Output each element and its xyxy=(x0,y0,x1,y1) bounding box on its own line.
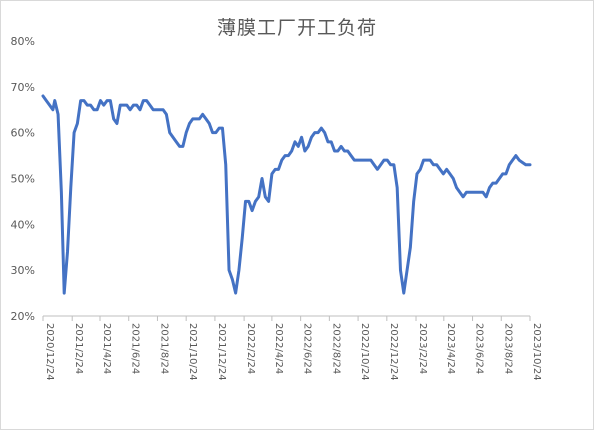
x-tick-label: 2021/4/24 xyxy=(101,323,112,374)
x-tick-label: 2021/6/24 xyxy=(130,323,141,374)
x-tick-label: 2022/8/24 xyxy=(330,323,341,374)
x-tick-label: 2021/10/24 xyxy=(187,323,198,381)
x-tick-label: 2021/2/24 xyxy=(73,323,84,374)
y-tick-label: 20% xyxy=(11,310,35,323)
y-tick-label: 50% xyxy=(11,173,35,186)
y-tick-label: 60% xyxy=(11,127,35,140)
x-tick-label: 2021/12/24 xyxy=(216,323,227,381)
x-tick-label: 2023/2/24 xyxy=(417,323,428,374)
x-tick-label: 2022/2/24 xyxy=(245,323,256,374)
x-tick-label: 2023/10/24 xyxy=(531,323,542,381)
x-tick-label: 2020/12/24 xyxy=(44,323,55,381)
x-tick-label: 2022/10/24 xyxy=(359,323,370,381)
x-tick-label: 2021/8/24 xyxy=(158,323,169,374)
x-tick-label: 2022/4/24 xyxy=(273,323,284,374)
y-tick-label: 40% xyxy=(11,218,35,231)
y-tick-label: 70% xyxy=(11,81,35,94)
x-tick-label: 2023/6/24 xyxy=(474,323,485,374)
y-tick-label: 80% xyxy=(11,35,35,48)
x-tick-label: 2023/8/24 xyxy=(502,323,513,374)
x-tick-label: 2022/12/24 xyxy=(388,323,399,381)
y-tick-label: 30% xyxy=(11,264,35,277)
chart-title: 薄膜工厂开工负荷 xyxy=(216,17,377,39)
x-tick-label: 2022/6/24 xyxy=(302,323,313,374)
x-tick-label: 2023/4/24 xyxy=(445,323,456,374)
series-line xyxy=(41,94,532,295)
